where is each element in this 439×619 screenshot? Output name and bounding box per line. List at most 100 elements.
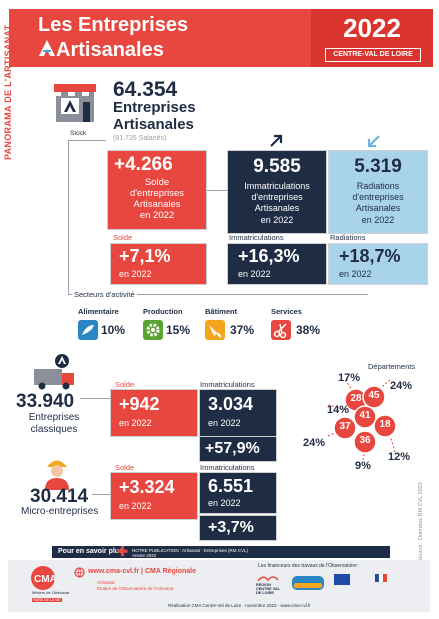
solde-pct-sub: en 2022 <box>119 269 152 279</box>
solde-total-value: +4.266 <box>114 154 173 175</box>
region-logo: RÉGION CENTRE VAL DE LOIRE <box>256 573 284 595</box>
micro-immat-label: Immatriculations <box>200 463 255 472</box>
radiations-value: 5.319 <box>354 156 402 177</box>
connector-line <box>68 294 368 295</box>
sector-services-name: Services <box>271 307 302 316</box>
classic-solde-sub: en 2022 <box>119 418 152 428</box>
classic-pct-value: +57,9% <box>205 440 260 457</box>
solde-pct-label: Solde <box>113 233 133 242</box>
more-link[interactable]: Pour en savoir plus <box>58 548 123 555</box>
dept-18-pct: 12% <box>388 451 411 463</box>
radiations-l3: Artisanales <box>355 203 401 213</box>
departements-label: Départements <box>368 362 416 371</box>
classic-solde-card: +942 en 2022 <box>110 389 198 437</box>
region-badge: CENTRE-VAL DE LOIRE <box>325 48 421 62</box>
header-left <box>9 9 311 67</box>
micro-solde-value: +3.324 <box>119 477 175 497</box>
bullet-link-1[interactable]: Artisanat <box>97 580 115 585</box>
micro-value: 30.414 <box>30 486 89 507</box>
sector-production-pct: 15% <box>166 323 191 337</box>
connector-line <box>68 140 106 141</box>
micro-solde-sub: en 2022 <box>119 501 152 511</box>
site-link[interactable]: www.cma-cvl.fr | CMA Régionale <box>88 568 197 575</box>
radiations-l1: Radiations <box>356 181 400 191</box>
solde-pct-card: +7,1% en 2022 <box>110 243 207 285</box>
dept-45: 45 <box>368 390 380 401</box>
stock-line2: Artisanales <box>113 116 194 133</box>
dept-36-pct: 9% <box>355 460 371 472</box>
classic-immat-sub: en 2022 <box>208 418 241 428</box>
immatriculations-l4: en 2022 <box>260 215 294 225</box>
svg-text:CMA: CMA <box>34 574 57 585</box>
stock-value: 64.354 <box>113 78 178 101</box>
radiat-pct-sub: en 2022 <box>339 269 372 279</box>
dept-41: 41 <box>359 410 371 421</box>
year: 2022 <box>343 13 401 43</box>
micro-solde-card: +3.324 en 2022 <box>110 472 198 520</box>
micro-pct-value: +3,7% <box>208 519 254 536</box>
immat-pct-card: +16,3% en 2022 <box>227 243 327 285</box>
header-title-1: Les Entreprises <box>38 14 189 36</box>
immatriculations-card: 9.585 Immatriculations d'entreprises Art… <box>227 150 327 234</box>
departements-map <box>290 370 430 480</box>
micro-immat-value: 6.551 <box>208 476 254 496</box>
connector-line <box>68 140 69 295</box>
cma-tag: Métiers de l'Artisanat <box>32 590 70 595</box>
footer-top-bar <box>52 546 390 558</box>
radiations-l2: d'entreprises <box>352 192 404 202</box>
publication-notice: NOTRE PUBLICATION : Artisanat - Entrepri… <box>132 548 248 558</box>
dept-37-pct: 24% <box>303 437 326 449</box>
stock-employees: (81.735 Salariés) <box>113 135 167 142</box>
solde-total-l1: Solde <box>144 177 170 188</box>
stock-line1: Entreprises <box>113 99 196 116</box>
stock-label: Stock <box>70 130 87 137</box>
solde-pct-value: +7,1% <box>119 246 171 266</box>
partner-logo-1 <box>290 573 326 593</box>
immatriculations-l2: d'entreprises <box>251 192 303 202</box>
dept-41-pct: 14% <box>327 404 350 416</box>
scissors-icon <box>271 320 291 340</box>
worker-icon <box>40 454 74 490</box>
dept-36: 36 <box>359 435 371 446</box>
sector-batiment-name: Bâtiment <box>205 307 238 316</box>
sector-alimentaire-name: Alimentaire <box>78 307 119 316</box>
radiat-pct-value: +18,7% <box>339 246 401 266</box>
header-right <box>311 9 433 67</box>
sector-alimentaire-pct: 10% <box>101 323 126 337</box>
source-note: Source : Données RM CVL 2022 <box>418 482 424 562</box>
classic-l2: classiques <box>30 424 78 435</box>
classic-immat-label: Immatriculations <box>200 380 255 389</box>
connector-line <box>92 494 110 495</box>
radiat-pct-card: +18,7% en 2022 <box>328 243 428 285</box>
classic-l1: Entreprises <box>28 412 80 423</box>
prefet-logo <box>372 572 392 588</box>
immatriculations-l3: Artisanales <box>254 203 300 213</box>
sector-services-pct: 38% <box>296 323 321 337</box>
eu-flag-icon <box>334 574 350 585</box>
solde-total-card: +4.266 Solde d'entreprises Artisanales e… <box>107 150 207 230</box>
micro-l1: Micro-entreprises <box>21 506 99 517</box>
dept-45-pct: 24% <box>390 380 413 392</box>
solde-total-l4: en 2022 <box>139 210 175 221</box>
dept-37: 37 <box>339 421 351 432</box>
gear-icon <box>143 320 163 340</box>
header-a-logo <box>38 39 56 57</box>
immatriculations-value: 9.585 <box>253 156 301 177</box>
classic-immat-card: 3.034 en 2022 <box>199 389 277 437</box>
immatriculations-l1: Immatriculations <box>244 181 310 191</box>
micro-immat-card: 6.551 en 2022 <box>199 472 277 514</box>
micro-pct-card: +3,7% <box>199 515 277 541</box>
micro-solde-label: Solde <box>115 463 135 472</box>
arrow-up-right-icon <box>268 133 284 149</box>
plus-icon[interactable]: ✚ <box>117 544 128 559</box>
radiat-pct-label: Radiations <box>330 233 366 242</box>
classic-solde-label: Solde <box>115 380 135 389</box>
cma-logo: CMA <box>30 565 66 591</box>
classic-value: 33.940 <box>16 391 75 412</box>
immat-pct-value: +16,3% <box>238 246 300 266</box>
bullet-link-2[interactable]: Études de l'Observatoire de l'Artisanat <box>97 586 174 591</box>
bread-icon <box>78 320 98 340</box>
trowel-icon <box>205 320 225 340</box>
dept-18: 18 <box>379 419 391 430</box>
solde-total-l2: d'entreprises <box>129 188 185 199</box>
